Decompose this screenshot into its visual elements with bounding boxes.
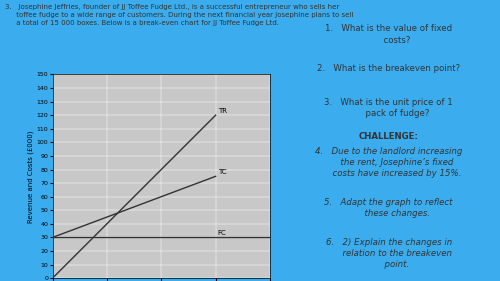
Y-axis label: Revenue and Costs (£000): Revenue and Costs (£000) xyxy=(28,130,34,223)
Text: 6.   2) Explain the changes in
      relation to the breakeven
      point.: 6. 2) Explain the changes in relation to… xyxy=(326,238,452,269)
Text: 3.   Josephine Jeffries, founder of JJ Toffee Fudge Ltd., is a successful entrep: 3. Josephine Jeffries, founder of JJ Tof… xyxy=(6,4,354,26)
Text: FC: FC xyxy=(218,230,226,236)
Text: 4.   Due to the landlord increasing
      the rent, Josephine’s fixed
      cost: 4. Due to the landlord increasing the re… xyxy=(315,147,462,178)
Text: TR: TR xyxy=(218,108,227,114)
Text: 3.   What is the unit price of 1
      pack of fudge?: 3. What is the unit price of 1 pack of f… xyxy=(324,98,453,118)
Text: TC: TC xyxy=(218,169,226,175)
Text: 2.   What is the breakeven point?: 2. What is the breakeven point? xyxy=(317,64,460,73)
Text: CHALLENGE:: CHALLENGE: xyxy=(359,132,418,141)
Text: 5.   Adapt the graph to reflect
      these changes.: 5. Adapt the graph to reflect these chan… xyxy=(324,198,453,218)
Text: 1.   What is the value of fixed
      costs?: 1. What is the value of fixed costs? xyxy=(325,24,452,45)
